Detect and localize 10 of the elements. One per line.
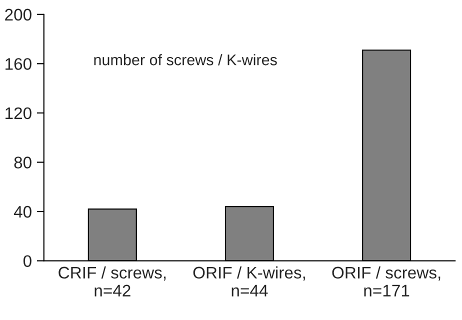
y-tick-label: 120 — [6, 107, 32, 120]
y-tick-label: 40 — [14, 206, 32, 218]
y-tick-label: 200 — [5, 8, 32, 21]
y-tick-label: 160 — [6, 58, 32, 70]
x-tick-label: ORIF / K-wires, n=44 — [193, 266, 305, 296]
x-tick-label: ORIF / screws, n=171 — [332, 266, 440, 296]
y-tick-label: 80 — [14, 156, 32, 168]
x-tick-label: CRIF / screws, n=42 — [58, 266, 166, 296]
annotation: number of screws / K-wires — [94, 54, 277, 66]
y-tick-label: 0 — [23, 255, 32, 268]
